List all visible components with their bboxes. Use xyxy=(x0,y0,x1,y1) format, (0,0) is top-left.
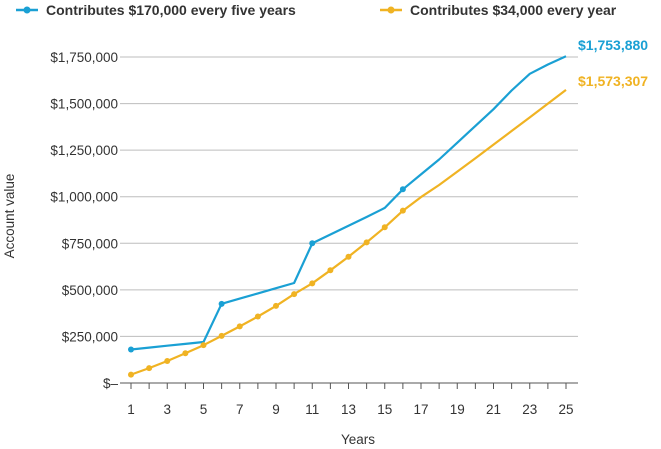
x-tick-label: 5 xyxy=(200,402,208,417)
data-point xyxy=(200,342,207,349)
data-point xyxy=(218,332,225,339)
x-tick-label: 13 xyxy=(341,402,356,417)
data-point xyxy=(146,365,153,372)
y-tick-label: $750,000 xyxy=(62,236,118,251)
x-tick-label: 23 xyxy=(522,402,537,417)
series-1: $1,753,880 xyxy=(128,37,648,353)
data-point xyxy=(236,323,243,330)
data-point xyxy=(273,302,279,309)
end-value-label: $1,753,880 xyxy=(578,37,648,53)
data-point xyxy=(345,253,352,260)
x-tick-label: 19 xyxy=(450,402,465,417)
y-axis-ticks: $– $250,000 $500,000 $750,000 $1,000,000 $1,2… xyxy=(50,50,118,391)
y-tick-label: $– xyxy=(103,376,119,391)
legend-item-2: Contributes $34,000 every year xyxy=(380,2,617,18)
data-point xyxy=(309,280,316,287)
data-point xyxy=(182,350,189,357)
legend-label: Contributes $170,000 every five years xyxy=(46,2,296,18)
x-tick-label: 9 xyxy=(272,402,280,417)
x-tick-label: 15 xyxy=(377,402,392,417)
data-point xyxy=(309,240,316,247)
y-tick-label: $1,000,000 xyxy=(50,190,118,205)
data-point xyxy=(363,239,370,246)
data-point xyxy=(254,313,261,320)
data-point xyxy=(327,267,334,274)
data-point xyxy=(381,224,388,231)
x-tick-label: 7 xyxy=(236,402,244,417)
x-axis-title: Years xyxy=(341,432,375,447)
end-value-label: $1,573,307 xyxy=(578,73,648,89)
data-point xyxy=(128,371,134,378)
series-line xyxy=(130,89,567,376)
x-tick-label: 21 xyxy=(486,402,501,417)
data-point xyxy=(218,300,225,307)
legend: Contributes $170,000 every five years Con… xyxy=(16,2,617,18)
y-tick-label: $250,000 xyxy=(62,329,118,344)
x-tick-label: 1 xyxy=(127,402,135,417)
series-layer: $1,753,880 $1,573,307 xyxy=(128,37,648,378)
y-tick-label: $1,250,000 xyxy=(50,143,118,158)
data-point xyxy=(164,358,171,365)
x-axis-ticks: 1 3 5 7 9 11 13 15 17 19 21 23 25 xyxy=(127,383,574,417)
y-tick-label: $1,500,000 xyxy=(50,97,118,112)
legend-swatch-marker xyxy=(23,6,31,14)
x-tick-label: 25 xyxy=(558,402,573,417)
series-2: $1,573,307 xyxy=(128,73,648,378)
x-tick-label: 11 xyxy=(305,402,319,417)
y-tick-label: $500,000 xyxy=(62,283,118,298)
legend-swatch-marker xyxy=(387,6,395,14)
legend-label: Contributes $34,000 every year xyxy=(410,2,617,18)
x-tick-label: 17 xyxy=(413,402,428,417)
series-line xyxy=(130,55,567,351)
data-point xyxy=(291,291,298,298)
data-point xyxy=(128,346,134,353)
y-tick-label: $1,750,000 xyxy=(50,50,118,65)
grid-lines xyxy=(120,56,578,384)
data-point xyxy=(399,207,406,214)
x-tick-label: 3 xyxy=(163,402,171,417)
data-point xyxy=(399,186,406,193)
y-axis-title: Account value xyxy=(2,174,17,259)
legend-item-1: Contributes $170,000 every five years xyxy=(16,2,296,18)
